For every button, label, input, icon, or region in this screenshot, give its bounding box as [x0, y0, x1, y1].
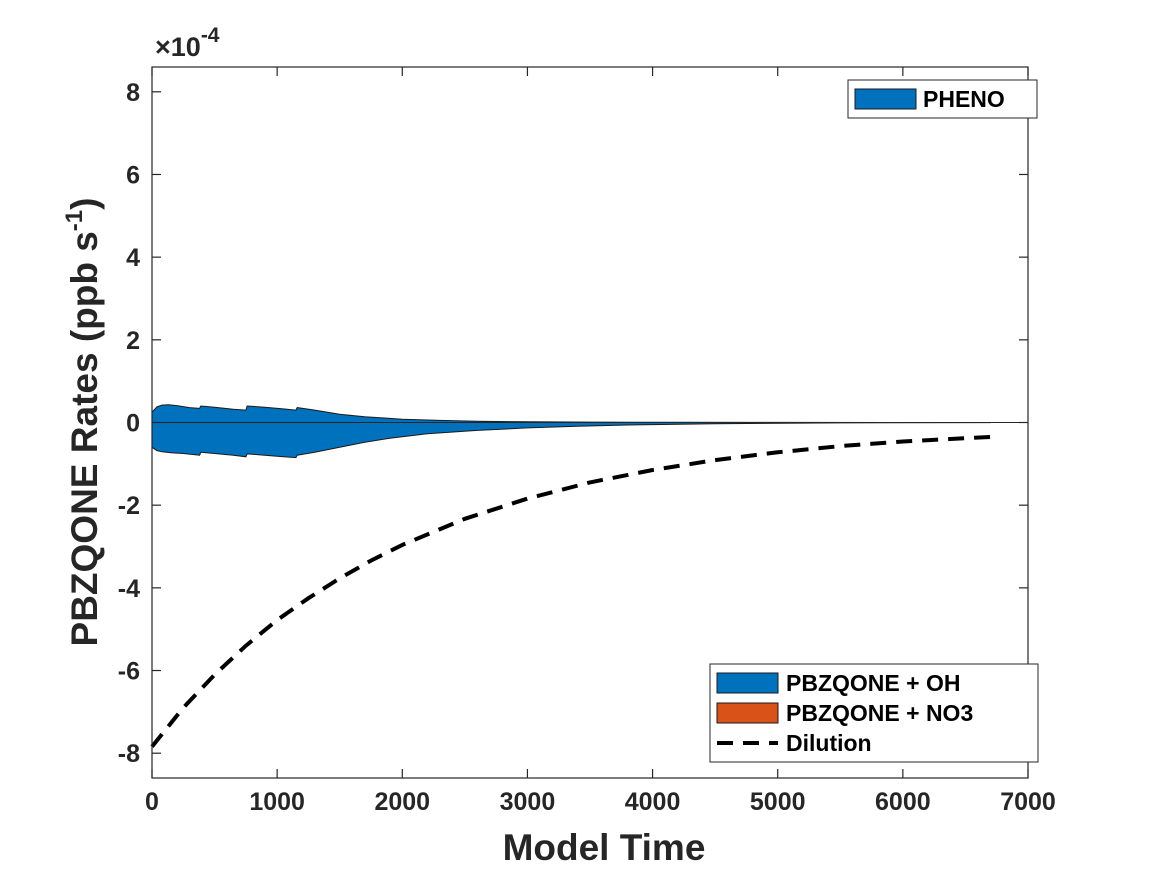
series-area-pbzqone-oh — [151, 422, 991, 459]
x-tick-label: 3000 — [500, 788, 556, 816]
legend-loss-label: PBZQONE + OH — [786, 670, 960, 696]
y-axis-title-superscript: -1 — [61, 210, 88, 231]
legend-production-label: PHENO — [923, 86, 1005, 112]
x-tick-label: 1000 — [249, 788, 305, 816]
y-tick-label: -6 — [118, 658, 140, 686]
legends: PHENO PBZQONE + OH PBZQONE + NO3 Dilution — [709, 79, 1039, 763]
y-axis-title: PBZQONE Rates (ppb s-1) — [61, 198, 105, 647]
y-tick-label: 8 — [126, 79, 140, 107]
legend-loss-label: PBZQONE + NO3 — [786, 700, 973, 726]
x-tick-label: 7000 — [1000, 788, 1056, 816]
x-tick-label: 5000 — [750, 788, 806, 816]
series-area-pheno — [151, 404, 991, 423]
y-multiplier-exponent: -4 — [201, 24, 220, 47]
legend-production-swatch — [854, 88, 917, 110]
y-axis-title-group: PBZQONE Rates (ppb s-1) — [61, 198, 105, 647]
x-tick-label: 2000 — [374, 788, 430, 816]
y-tick-label: 6 — [126, 161, 140, 189]
y-tick-label: 0 — [126, 410, 140, 438]
y-multiplier: ×10-4 — [155, 24, 220, 62]
legend-loss-label: Dilution — [786, 730, 872, 756]
y-tick-label: -4 — [118, 575, 140, 603]
legend-loss-swatch — [716, 672, 779, 694]
legend-loss-swatch — [716, 702, 779, 724]
x-tick-label: 4000 — [625, 788, 681, 816]
y-tick-label: 4 — [126, 244, 140, 272]
y-tick-label: -2 — [118, 492, 140, 520]
x-tick-label: 6000 — [875, 788, 931, 816]
x-tick-label: 0 — [145, 788, 159, 816]
y-multiplier-base: ×10 — [155, 32, 201, 62]
axes: 0 1000 2000 3000 4000 5000 6000 7000 -8 -6 -4 -2 0 2 4… — [118, 66, 1056, 816]
y-tick-label: 2 — [126, 327, 140, 355]
x-axis-title: Model Time — [503, 827, 706, 868]
y-axis-title-main: PBZQONE Rates (ppb s — [64, 231, 105, 646]
y-axis-title-close: ) — [64, 198, 105, 210]
y-tick-label: -8 — [118, 740, 140, 768]
series-line-dilution — [150, 435, 991, 748]
plot-area — [150, 404, 1028, 748]
